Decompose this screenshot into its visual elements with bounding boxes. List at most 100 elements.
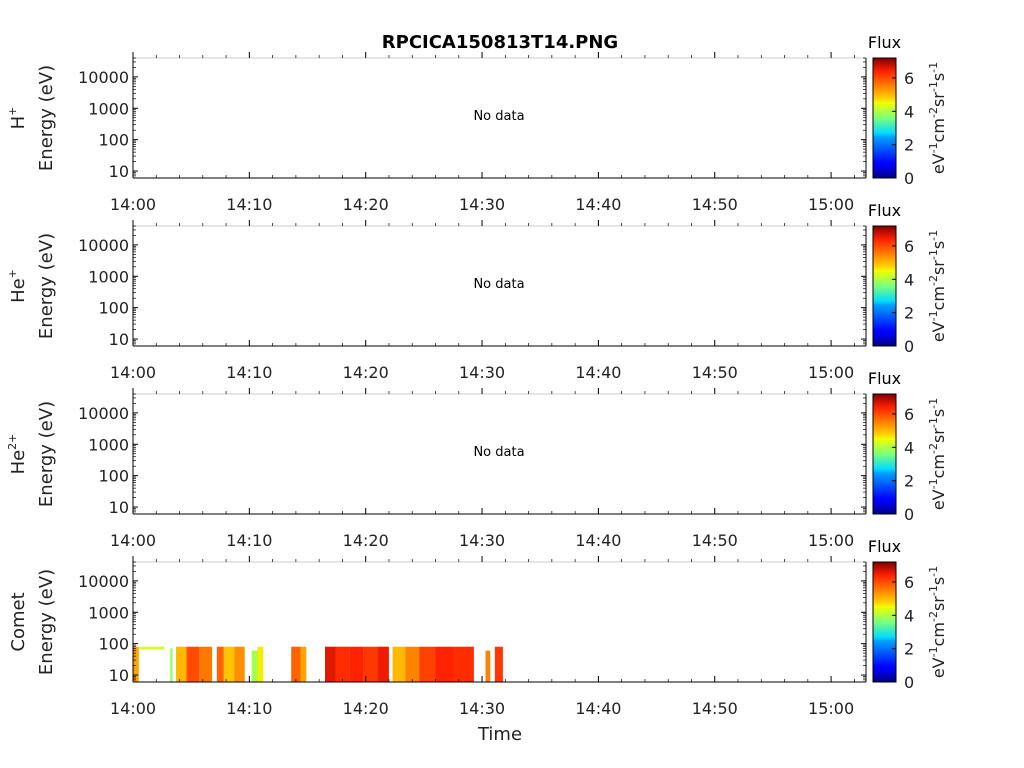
- x-tick-label: 14:50: [692, 195, 738, 214]
- y-tick-label: 100: [98, 467, 129, 486]
- x-tick-label: 14:00: [110, 699, 156, 718]
- x-tick-label: 14:30: [459, 531, 505, 550]
- heatmap-cell: [435, 646, 453, 682]
- y-tick-label: 10: [109, 666, 129, 685]
- colorbar-tick-label: 6: [904, 237, 914, 256]
- panel-3: 10 100 1000 10000 14:00 14:10 14:20 14:30 14:40 1…: [6, 369, 948, 550]
- heatmap-cell: [138, 646, 165, 650]
- x-tick-label: 14:20: [343, 195, 389, 214]
- x-tick-label: 14:10: [226, 195, 272, 214]
- species-charge-label: +: [6, 107, 19, 116]
- species-label: He2+: [6, 434, 29, 475]
- y-tick-label: 10000: [78, 404, 129, 423]
- heatmap-cell: [133, 646, 139, 682]
- panel-2: 10 100 1000 10000 14:00 14:10 14:20 14:30 14:40 1…: [6, 201, 948, 382]
- heatmap-cell: [377, 646, 389, 682]
- colorbar-tick-label: 2: [904, 640, 914, 659]
- colorbar-title: Flux: [868, 537, 901, 556]
- x-tick-label: 15:00: [808, 363, 854, 382]
- y-tick-label: 10: [109, 498, 129, 517]
- colorbar-tick-label: 6: [904, 573, 914, 592]
- x-tick-label: 14:10: [226, 363, 272, 382]
- colorbar-tick-label: 6: [904, 405, 914, 424]
- heatmap-cell: [485, 650, 491, 682]
- colorbar-tick-label: 4: [904, 270, 914, 289]
- energy-axis-label: Energy (eV): [36, 65, 57, 171]
- species-label: He+: [6, 269, 29, 303]
- heatmap-cell: [199, 646, 213, 682]
- x-tick-label: 14:20: [343, 531, 389, 550]
- heatmap-cell: [453, 646, 474, 682]
- x-tick-label: 14:30: [459, 699, 505, 718]
- y-tick-label: 10000: [78, 572, 129, 591]
- heatmap-cell: [405, 646, 420, 682]
- x-tick-label: 14:10: [226, 531, 272, 550]
- y-tick-label: 100: [98, 131, 129, 150]
- no-data-annotation: No data: [473, 109, 524, 124]
- species-charge-label: +: [6, 269, 19, 278]
- heatmap-cell: [335, 646, 350, 682]
- colorbar-unit-label: eV-1cm-2sr-1s-1: [927, 566, 948, 678]
- colorbar-title: Flux: [868, 33, 901, 52]
- heatmap-cell: [349, 646, 364, 682]
- heatmap-cell: [300, 646, 307, 682]
- heatmap-cell: [291, 646, 301, 682]
- energy-axis-label: Energy (eV): [36, 233, 57, 339]
- heatmap-cell: [176, 646, 187, 682]
- colorbar-tick-label: 6: [904, 69, 914, 88]
- x-tick-label: 14:20: [343, 363, 389, 382]
- x-tick-label: 14:50: [692, 363, 738, 382]
- x-tick-label: 14:00: [110, 195, 156, 214]
- x-tick-label: 14:30: [459, 363, 505, 382]
- colorbar-tick-label: 0: [904, 169, 914, 188]
- heatmap-cell: [234, 646, 245, 682]
- x-tick-label: 15:00: [808, 195, 854, 214]
- y-tick-label: 10: [109, 162, 129, 181]
- figure-title: RPCICA150813T14.PNG: [382, 32, 618, 53]
- heatmap-cell: [216, 646, 224, 682]
- colorbar-tick-label: 0: [904, 337, 914, 356]
- heatmap-cell: [363, 646, 378, 682]
- heatmap-cell: [419, 646, 436, 682]
- y-tick-label: 1000: [88, 435, 129, 454]
- colorbar-title: Flux: [868, 369, 901, 388]
- y-tick-label: 1000: [88, 99, 129, 118]
- x-tick-label: 14:00: [110, 363, 156, 382]
- x-tick-label: 14:00: [110, 531, 156, 550]
- colorbar-title: Flux: [868, 201, 901, 220]
- heatmap-cell: [325, 646, 336, 682]
- colorbar-unit-label: eV-1cm-2sr-1s-1: [927, 398, 948, 510]
- colorbar-tick-label: 4: [904, 438, 914, 457]
- no-data-annotation: No data: [473, 445, 524, 460]
- y-tick-label: 100: [98, 635, 129, 654]
- y-tick-label: 1000: [88, 267, 129, 286]
- x-tick-label: 15:00: [808, 531, 854, 550]
- colorbar: [872, 57, 897, 179]
- colorbar-unit-label: eV-1cm-2sr-1s-1: [927, 62, 948, 174]
- y-tick-label: 10000: [78, 236, 129, 255]
- x-tick-label: 14:40: [575, 531, 621, 550]
- x-tick-label: 14:40: [575, 195, 621, 214]
- heatmap-cell: [251, 650, 258, 682]
- colorbar-tick-label: 4: [904, 606, 914, 625]
- x-tick-label: 15:00: [808, 699, 854, 718]
- x-tick-label: 14:10: [226, 699, 272, 718]
- x-tick-label: 14:50: [692, 699, 738, 718]
- colorbar: [872, 225, 897, 347]
- heatmap-cell: [257, 646, 264, 682]
- panel-4: 10 100 1000 10000 14:00 14:10 14:20 14:30 14:40 1…: [8, 537, 948, 718]
- no-data-annotation: No data: [473, 277, 524, 292]
- x-tick-label: 14:30: [459, 195, 505, 214]
- heatmap-cell: [494, 646, 503, 682]
- panel-1: 10 100 1000 10000 14:00 14:10 14:20 14:30 14:40 1…: [6, 33, 948, 214]
- colorbar-tick-label: 2: [904, 472, 914, 491]
- colorbar-tick-label: 0: [904, 505, 914, 524]
- heatmap-cell: [392, 646, 406, 682]
- colorbar-tick-label: 2: [904, 304, 914, 323]
- colorbar-tick-label: 0: [904, 673, 914, 692]
- energy-axis-label: Energy (eV): [36, 569, 57, 675]
- colorbar: [872, 393, 897, 515]
- x-tick-label: 14:20: [343, 699, 389, 718]
